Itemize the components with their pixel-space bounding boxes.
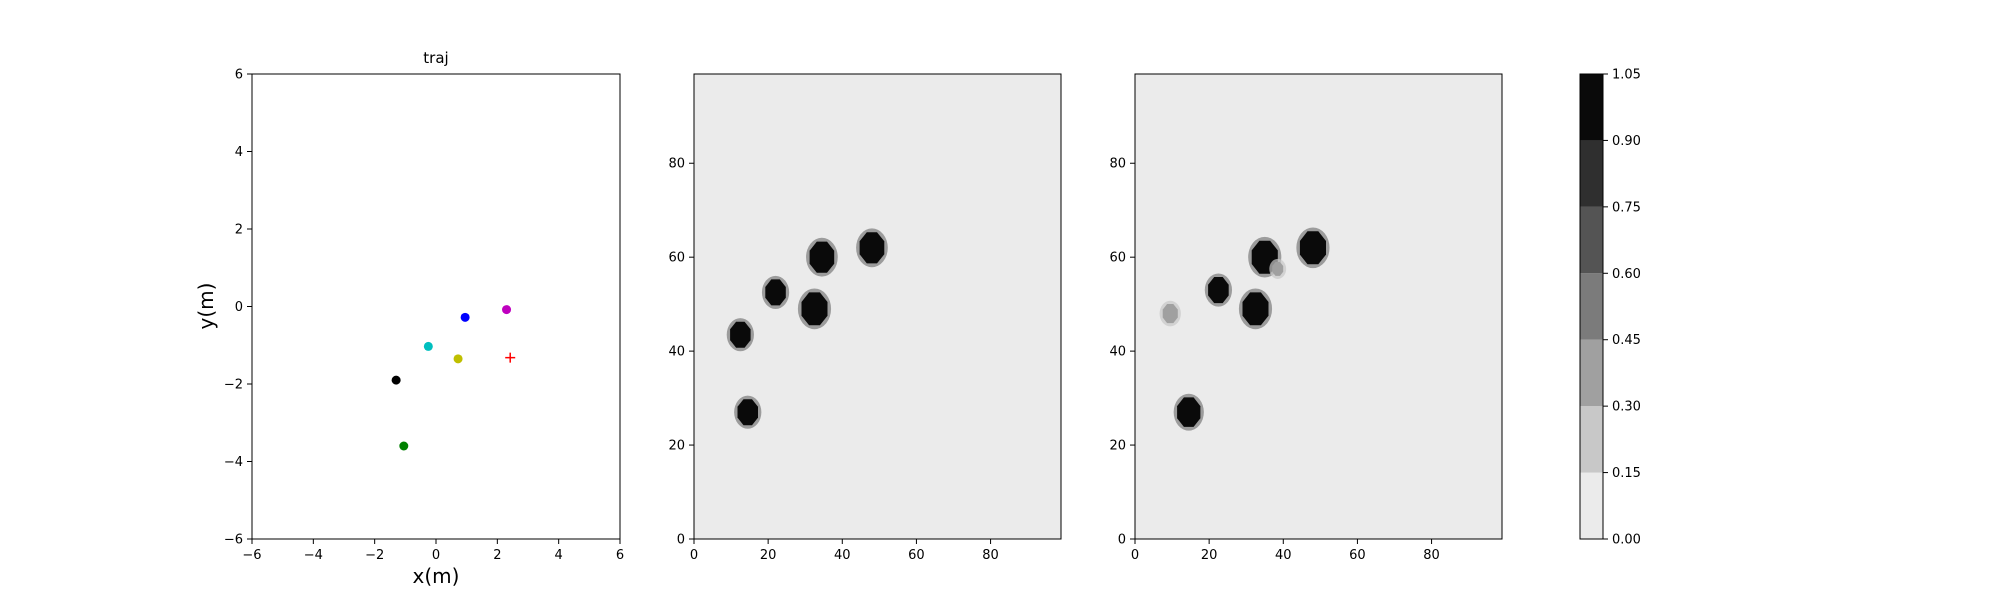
- map-2-axes-frame: [1134, 73, 1503, 540]
- map-2-obstacles: [1159, 227, 1330, 431]
- traj-point: [391, 375, 401, 385]
- colorbar-frame: [1579, 73, 1604, 540]
- x-tick-label: 0: [1131, 548, 1139, 563]
- traj-axes-frame: [251, 73, 621, 540]
- colorbar-band: [1580, 339, 1603, 407]
- colorbar-band: [1580, 406, 1603, 473]
- traj-x-ticks: −6 −4 −2 0 2 4 6: [242, 539, 624, 563]
- traj-title: traj: [423, 49, 448, 67]
- x-tick-label: 40: [834, 548, 851, 563]
- colorbar-tick-label: 0.00: [1612, 533, 1641, 548]
- colorbar-tick-label: 0.90: [1612, 134, 1641, 149]
- colorbar-tick-label: 0.30: [1612, 400, 1641, 415]
- x-tick-label: 20: [1201, 548, 1218, 563]
- y-tick-label: −4: [224, 455, 243, 470]
- obstacle-blob: [1272, 262, 1284, 276]
- x-tick-label: 20: [760, 548, 777, 563]
- colorbar-band: [1580, 140, 1603, 207]
- traj-points: [391, 305, 516, 451]
- map-panel-1: 0 20 40 60 80 0 20 40 60 80: [668, 73, 1062, 563]
- y-tick-label: 6: [235, 68, 243, 83]
- colorbar-tick-label: 1.05: [1612, 68, 1641, 83]
- traj-goal-marker: [505, 352, 516, 363]
- obstacle-blob: [1299, 231, 1326, 265]
- traj-point: [502, 305, 512, 315]
- obstacle-blob: [730, 321, 751, 348]
- x-tick-label: 4: [555, 548, 563, 563]
- x-tick-label: −2: [365, 548, 384, 563]
- colorbar-band: [1580, 206, 1603, 274]
- traj-point: [460, 312, 470, 322]
- x-tick-label: 80: [1423, 548, 1440, 563]
- x-tick-label: 80: [982, 548, 999, 563]
- map-1-axes-frame: [693, 73, 1062, 540]
- obstacle-blob: [1177, 397, 1201, 427]
- map-1-y-ticks: 0 20 40 60 80: [668, 157, 694, 548]
- x-tick-label: 0: [432, 548, 440, 563]
- traj-panel: traj −6 −4 −2 0 2 4 6 −6 −4 −2 0 2 4 6 x(m) y(m): [194, 49, 624, 588]
- traj-point: [423, 341, 433, 351]
- colorbar-band: [1580, 273, 1603, 340]
- y-tick-label: 2: [235, 223, 243, 238]
- x-tick-label: −6: [242, 548, 261, 563]
- obstacle-blob: [1162, 304, 1178, 324]
- y-tick-label: −2: [224, 378, 243, 393]
- map-panel-2: 0 20 40 60 80 0 20 40 60 80: [1109, 73, 1503, 563]
- x-tick-label: 60: [908, 548, 925, 563]
- traj-x-axis-label: x(m): [413, 564, 460, 588]
- obstacle-blob: [859, 232, 885, 264]
- colorbar-tick-label: 0.45: [1612, 333, 1641, 348]
- colorbar-bands: [1580, 74, 1603, 539]
- x-tick-label: 2: [493, 548, 501, 563]
- y-tick-label: 80: [668, 157, 685, 172]
- y-tick-label: 20: [668, 439, 685, 454]
- obstacle-blob: [737, 399, 758, 426]
- x-tick-label: 0: [690, 548, 698, 563]
- obstacle-blob: [801, 292, 828, 326]
- y-tick-label: 40: [668, 345, 685, 360]
- y-tick-label: 0: [677, 533, 685, 548]
- y-tick-label: 0: [235, 300, 243, 315]
- y-tick-label: 60: [668, 251, 685, 266]
- y-tick-label: 20: [1109, 439, 1126, 454]
- y-tick-label: 80: [1109, 157, 1126, 172]
- obstacle-blob: [765, 279, 786, 306]
- map-2-y-ticks: 0 20 40 60 80: [1109, 157, 1135, 548]
- map-1-x-ticks: 0 20 40 60 80: [690, 539, 999, 563]
- map-2-background: [1135, 74, 1502, 539]
- traj-point: [453, 354, 463, 364]
- x-tick-label: 40: [1275, 548, 1292, 563]
- obstacle-blob: [1242, 292, 1269, 326]
- obstacle-blob: [1208, 277, 1229, 304]
- colorbar-ticks: 0.00 0.15 0.30 0.45 0.60 0.75 0.90 1.05: [1603, 68, 1641, 548]
- x-tick-label: 60: [1349, 548, 1366, 563]
- y-tick-label: 0: [1118, 533, 1126, 548]
- traj-point: [399, 441, 409, 451]
- y-tick-label: −6: [224, 533, 243, 548]
- traj-y-ticks: −6 −4 −2 0 2 4 6: [224, 68, 252, 548]
- map-1-obstacles: [726, 228, 888, 429]
- x-tick-label: −4: [304, 548, 323, 563]
- y-tick-label: 60: [1109, 251, 1126, 266]
- y-tick-label: 4: [235, 145, 243, 160]
- traj-y-axis-label: y(m): [194, 283, 218, 330]
- colorbar: 0.00 0.15 0.30 0.45 0.60 0.75 0.90 1.05: [1579, 68, 1641, 548]
- colorbar-tick-label: 0.15: [1612, 466, 1641, 481]
- colorbar-tick-label: 0.60: [1612, 267, 1641, 282]
- colorbar-band: [1580, 472, 1603, 539]
- x-tick-label: 6: [616, 548, 624, 563]
- obstacle-blob: [809, 241, 835, 273]
- colorbar-band: [1580, 74, 1603, 141]
- colorbar-tick-label: 0.75: [1612, 200, 1641, 215]
- map-1-background: [694, 74, 1061, 539]
- map-2-x-ticks: 0 20 40 60 80: [1131, 539, 1440, 563]
- y-tick-label: 40: [1109, 345, 1126, 360]
